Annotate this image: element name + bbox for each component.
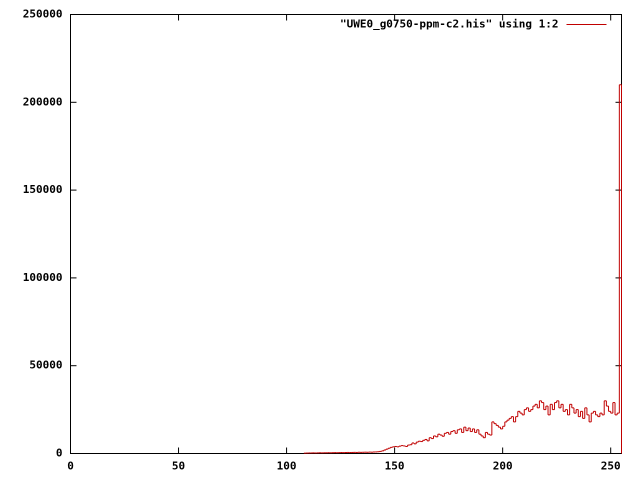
y-tick-label: 50000 bbox=[29, 359, 62, 372]
x-tick-label: 100 bbox=[277, 460, 297, 473]
y-tick-label: 0 bbox=[56, 447, 63, 460]
x-tick-label: 0 bbox=[67, 460, 74, 473]
y-tick-label: 100000 bbox=[23, 271, 63, 284]
x-tick-label: 250 bbox=[601, 460, 621, 473]
plot-frame bbox=[70, 14, 622, 454]
y-tick-label: 150000 bbox=[23, 183, 63, 196]
y-tick-label: 200000 bbox=[23, 95, 63, 108]
y-tick-label: 250000 bbox=[23, 8, 63, 21]
x-tick-label: 50 bbox=[172, 460, 185, 473]
x-tick-label: 150 bbox=[385, 460, 405, 473]
legend-label: "UWE0_g0750-ppm-c2.his" using 1:2 bbox=[340, 18, 559, 31]
x-tick-label: 200 bbox=[493, 460, 513, 473]
